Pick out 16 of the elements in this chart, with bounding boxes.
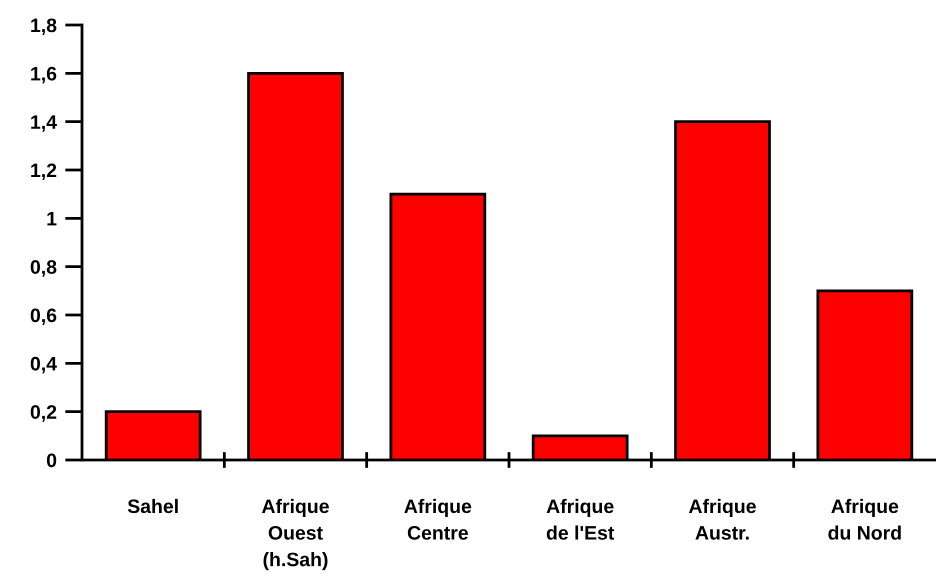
x-tick-label: Afrique Austr. <box>688 498 756 540</box>
y-tick-label: 0,4 <box>30 356 57 374</box>
x-tick-label: Afrique de l'Est <box>546 498 614 540</box>
y-tick-label: 1,4 <box>31 115 57 132</box>
y-tick-label: 0,8 <box>30 260 56 277</box>
x-tick-label: Afrique Ouest (h.Sah) <box>262 498 329 570</box>
x-tick-label: Afrique du Nord <box>828 498 901 540</box>
x-tick-label: Sahel <box>128 498 178 514</box>
y-tick-label: 0,6 <box>30 308 56 326</box>
x-tick-label: Afrique Centre <box>404 498 472 540</box>
y-tick-label: 0 <box>46 453 56 468</box>
y-tick-label: 1,6 <box>31 66 56 84</box>
y-tick-label: 1,2 <box>31 163 56 180</box>
y-tick-label: 0,2 <box>30 405 56 422</box>
y-tick-label: 1,8 <box>31 18 56 36</box>
y-tick-label: 1 <box>47 212 56 226</box>
